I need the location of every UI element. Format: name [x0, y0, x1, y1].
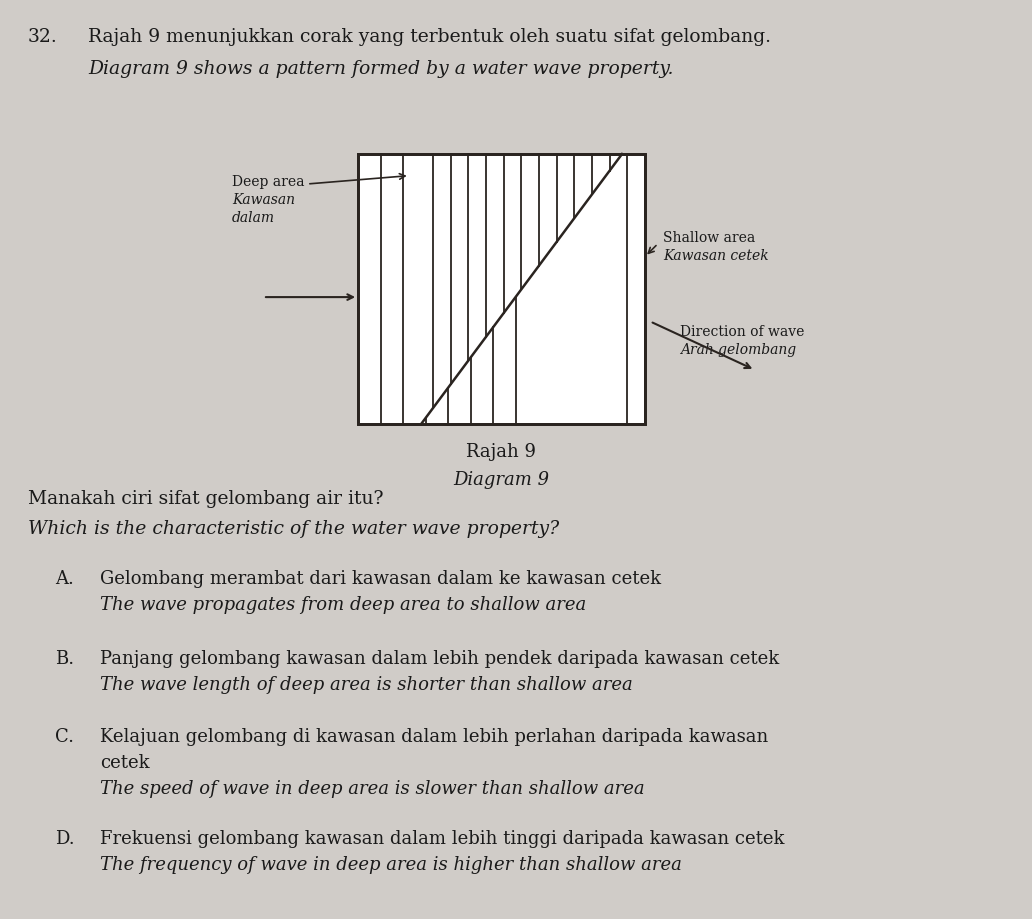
Text: dalam: dalam [232, 210, 275, 225]
Text: Deep area: Deep area [232, 175, 304, 188]
Text: Direction of wave: Direction of wave [680, 324, 804, 339]
Text: B.: B. [55, 650, 74, 667]
Text: Rajah 9 menunjukkan corak yang terbentuk oleh suatu sifat gelombang.: Rajah 9 menunjukkan corak yang terbentuk… [88, 28, 771, 46]
Text: Kawasan cetek: Kawasan cetek [663, 248, 769, 262]
Text: Arah gelombang: Arah gelombang [680, 343, 796, 357]
Text: The wave length of deep area is shorter than shallow area: The wave length of deep area is shorter … [100, 675, 633, 693]
Text: cetek: cetek [100, 754, 150, 771]
Text: Shallow area: Shallow area [663, 231, 755, 244]
Text: Frekuensi gelombang kawasan dalam lebih tinggi daripada kawasan cetek: Frekuensi gelombang kawasan dalam lebih … [100, 829, 784, 847]
Text: D.: D. [55, 829, 74, 847]
Text: C.: C. [55, 727, 74, 745]
Bar [358, 154, 645, 425]
Bar [358, 154, 645, 425]
Text: Kelajuan gelombang di kawasan dalam lebih perlahan daripada kawasan: Kelajuan gelombang di kawasan dalam lebi… [100, 727, 768, 745]
Text: Diagram 9 shows a pattern formed by a water wave property.: Diagram 9 shows a pattern formed by a wa… [88, 60, 674, 78]
Text: A.: A. [55, 570, 74, 587]
Text: Rajah 9: Rajah 9 [466, 443, 537, 460]
Text: 32.: 32. [28, 28, 58, 46]
Text: Manakah ciri sifat gelombang air itu?: Manakah ciri sifat gelombang air itu? [28, 490, 384, 507]
Text: Kawasan: Kawasan [232, 193, 295, 207]
Text: The wave propagates from deep area to shallow area: The wave propagates from deep area to sh… [100, 596, 586, 613]
Text: Which is the characteristic of the water wave property?: Which is the characteristic of the water… [28, 519, 559, 538]
Text: Panjang gelombang kawasan dalam lebih pendek daripada kawasan cetek: Panjang gelombang kawasan dalam lebih pe… [100, 650, 779, 667]
Text: Diagram 9: Diagram 9 [453, 471, 550, 489]
Text: The speed of wave in deep area is slower than shallow area: The speed of wave in deep area is slower… [100, 779, 645, 797]
Text: The frequency of wave in deep area is higher than shallow area: The frequency of wave in deep area is hi… [100, 855, 682, 873]
Text: Gelombang merambat dari kawasan dalam ke kawasan cetek: Gelombang merambat dari kawasan dalam ke… [100, 570, 662, 587]
